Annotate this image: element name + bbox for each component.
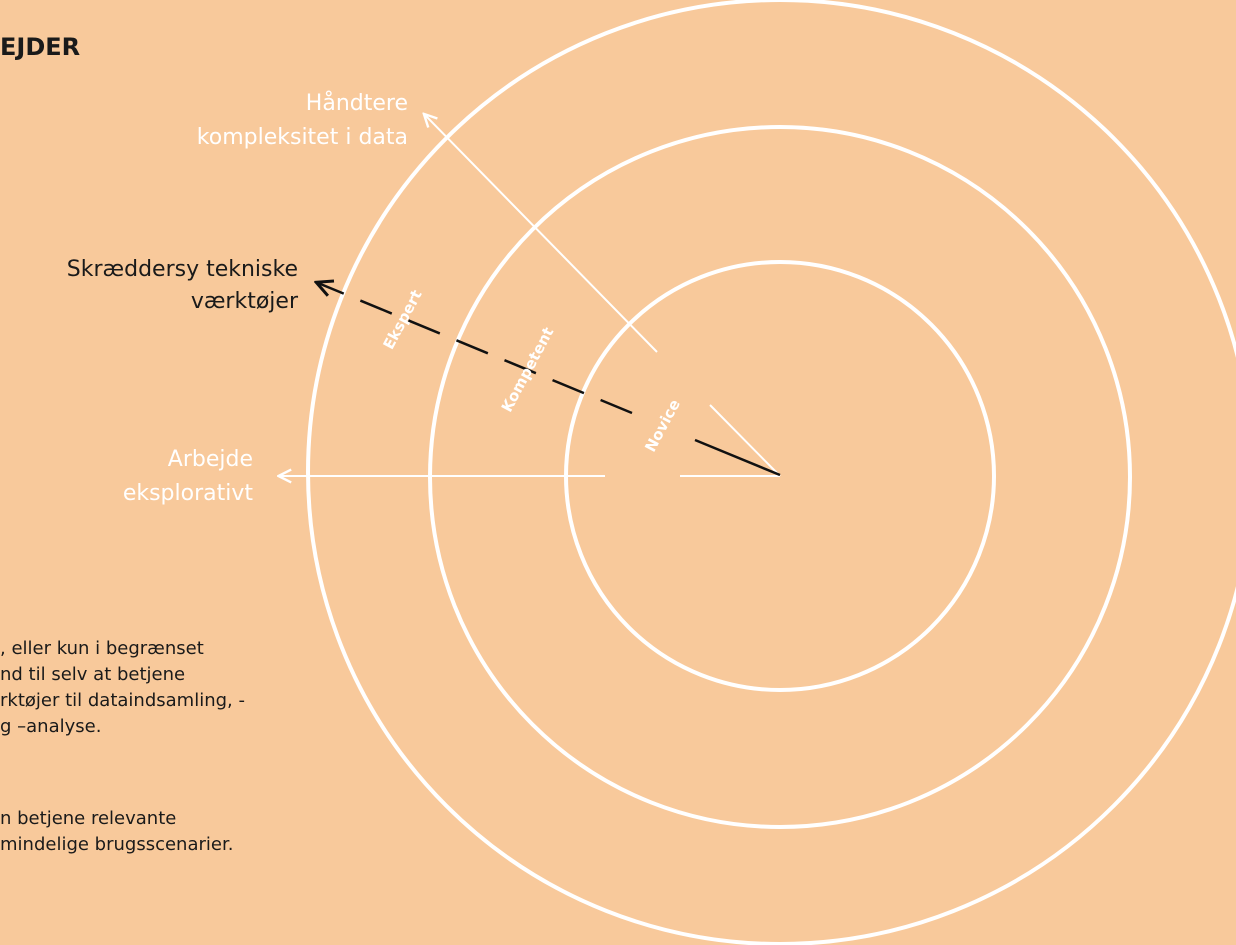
body-paragraph: , eller kun i begrænset nd til selv at be…	[0, 638, 245, 737]
dashed-arrow	[318, 283, 633, 415]
arrow	[425, 115, 658, 353]
title: EJDER	[0, 33, 80, 61]
node-label: Arbejde eksplorativt	[123, 447, 254, 506]
line	[709, 404, 781, 477]
ring-label: Novice	[641, 396, 684, 455]
axes	[280, 115, 781, 477]
body-paragraph: n betjene relevante mindelige brugsscenar…	[0, 808, 233, 855]
line	[694, 438, 781, 477]
ring-label: Ekspert	[379, 287, 425, 353]
node-label: Skræddersy tekniske værktøjer	[67, 257, 299, 314]
outer-ring	[306, 0, 1236, 945]
ring-label: Kompetent	[498, 324, 558, 415]
node-label: Håndtere kompleksitet i data	[197, 90, 408, 150]
